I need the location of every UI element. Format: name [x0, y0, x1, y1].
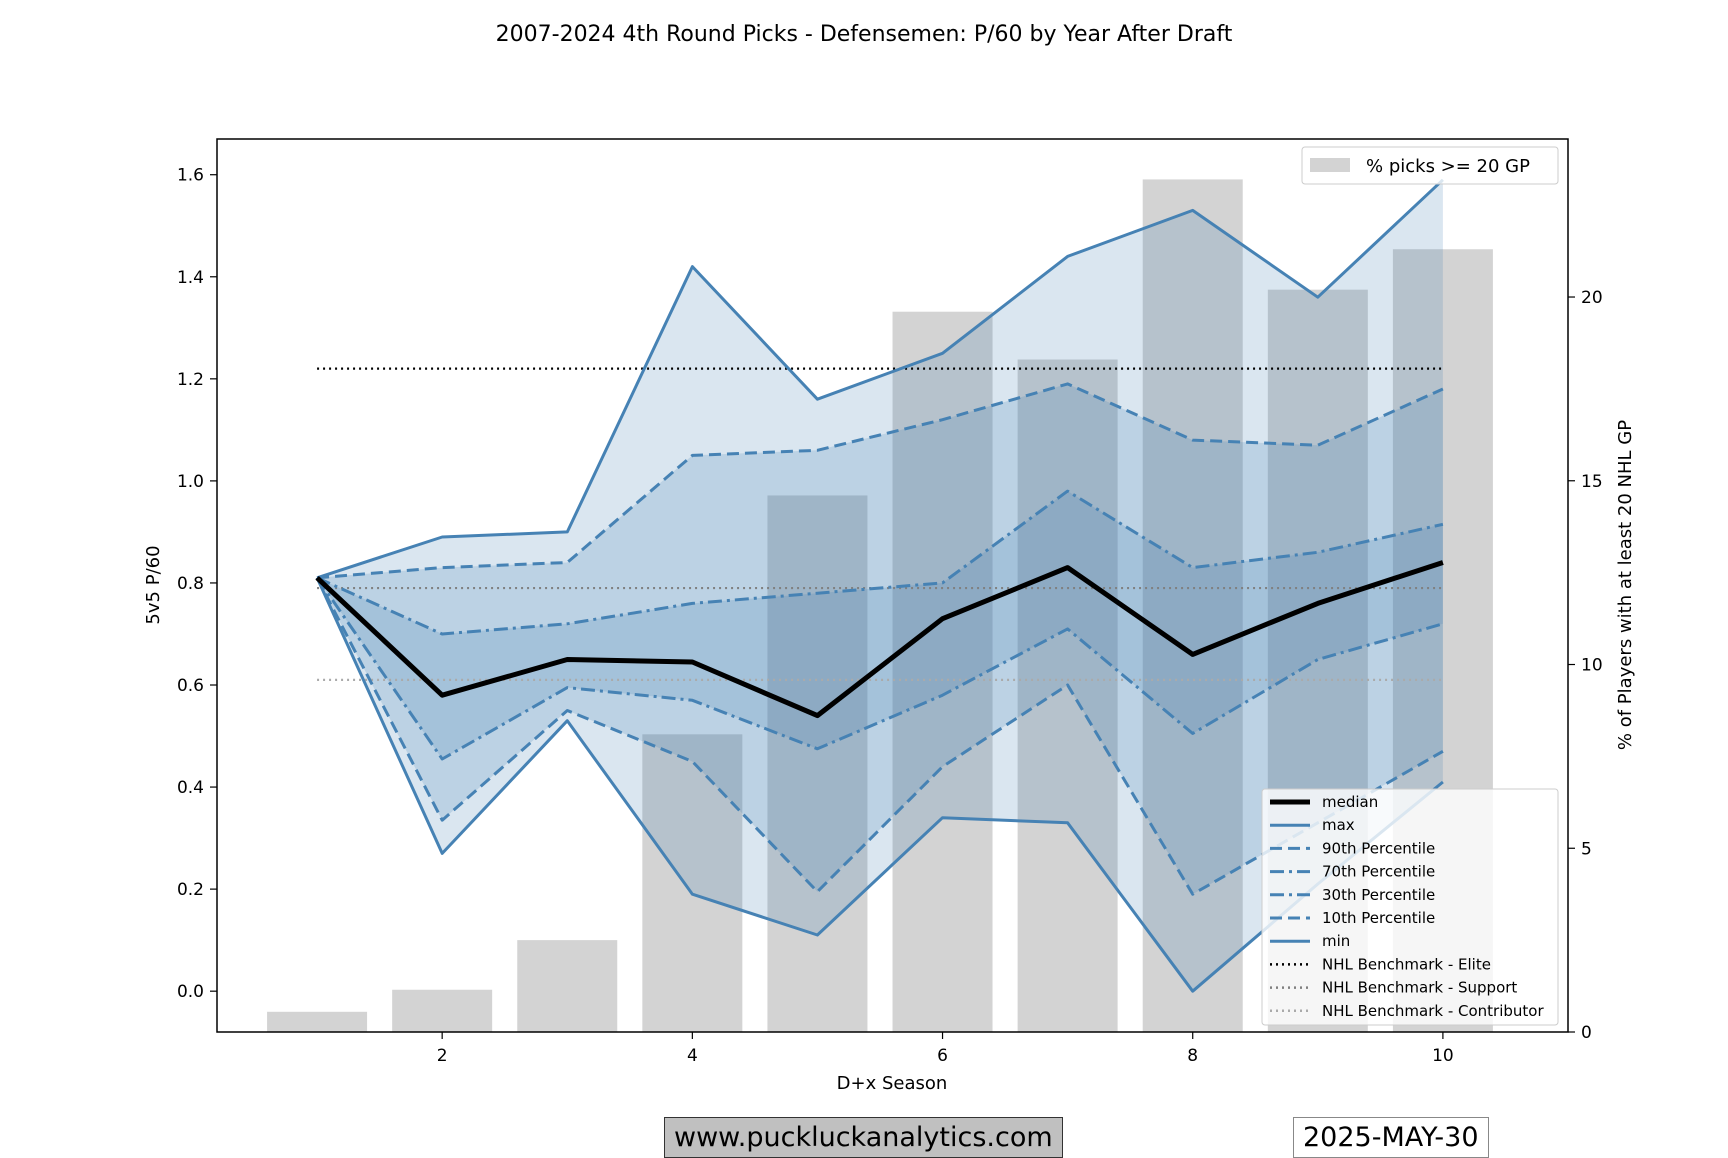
bar-legend-label: % picks >= 20 GP	[1366, 156, 1530, 177]
bar-7	[1017, 359, 1118, 1032]
y-tick-label: 1.0	[177, 472, 204, 492]
percentile-lines	[315, 178, 1444, 993]
bar-legend: % picks >= 20 GP	[1301, 146, 1559, 185]
series-line-90th-percentile	[316, 382, 1444, 580]
bar-legend-frame	[1301, 146, 1559, 185]
x-tick-label: 8	[1187, 1046, 1198, 1066]
legend-label-3: 70th Percentile	[1322, 863, 1435, 881]
y2-tick-label: 20	[1581, 288, 1603, 308]
y2-tick-label: 15	[1581, 472, 1603, 492]
y-tick-label: 0.0	[177, 982, 204, 1002]
x-tick-label: 6	[937, 1046, 948, 1066]
band-1	[317, 383, 1443, 895]
legend-label-0: median	[1322, 793, 1378, 811]
band-0	[317, 179, 1443, 992]
line-legend-frame	[1261, 788, 1559, 1026]
bar-1	[267, 1011, 368, 1032]
y-axis-ticks: 0.0 0.2 0.4 0.6 0.8 1.0 1.2 1.4 1.6	[177, 166, 217, 1002]
percentile-bands	[317, 179, 1443, 992]
bar-2	[392, 989, 493, 1032]
line-legend: median max 90th Percentile 70th Percentile 3…	[1261, 788, 1559, 1026]
y2-tick-label: 5	[1581, 839, 1592, 859]
series-line-max	[316, 178, 1444, 580]
x-tick-label: 4	[687, 1046, 698, 1066]
y-tick-label: 0.6	[177, 676, 204, 696]
y-tick-label: 1.6	[177, 166, 204, 186]
chart-title: 2007-2024 4th Round Picks - Defensemen: …	[496, 22, 1233, 47]
bar-6	[892, 311, 993, 1032]
x-axis-ticks: 2 4 6 8 10	[437, 1032, 1454, 1066]
y-axis-label: 5v5 P/60	[143, 545, 164, 624]
legend-label-6: min	[1322, 932, 1350, 950]
y-tick-label: 1.2	[177, 370, 204, 390]
legend-label-9: NHL Benchmark - Contributor	[1322, 1002, 1544, 1020]
bar-legend-swatch	[1310, 158, 1350, 172]
series-line-10th-percentile	[315, 577, 1444, 896]
bar-3	[517, 940, 618, 1032]
series-line-30th-percentile	[315, 576, 1444, 761]
y-tick-label: 0.8	[177, 574, 204, 594]
bar-8	[1142, 179, 1243, 1032]
legend-label-5: 10th Percentile	[1322, 909, 1435, 927]
x-axis-label: D+x Season	[837, 1073, 948, 1094]
x-tick-label: 10	[1432, 1046, 1454, 1066]
legend-label-1: max	[1322, 816, 1355, 834]
legend-label-2: 90th Percentile	[1322, 839, 1435, 857]
y2-tick-label: 10	[1581, 656, 1603, 676]
y2-tick-label: 0	[1581, 1023, 1592, 1043]
x-tick-label: 2	[437, 1046, 448, 1066]
bar-4	[642, 734, 743, 1032]
y2-axis-label: % of Players with at least 20 NHL GP	[1615, 420, 1636, 750]
series-line-min	[315, 577, 1444, 993]
y-tick-label: 0.2	[177, 880, 204, 900]
bar-5	[767, 495, 868, 1032]
band-2	[317, 491, 1443, 759]
y-tick-label: 0.4	[177, 778, 204, 798]
legend-label-4: 30th Percentile	[1322, 886, 1435, 904]
legend-label-8: NHL Benchmark - Support	[1322, 979, 1517, 997]
y-tick-label: 1.4	[177, 268, 204, 288]
series-line-70th-percentile	[316, 489, 1444, 636]
series-line-median	[315, 560, 1444, 719]
legend-label-7: NHL Benchmark - Elite	[1322, 955, 1491, 973]
plot-frame	[216, 138, 1569, 1033]
y2-axis-ticks: 0 5 10 15 20	[1568, 288, 1603, 1043]
